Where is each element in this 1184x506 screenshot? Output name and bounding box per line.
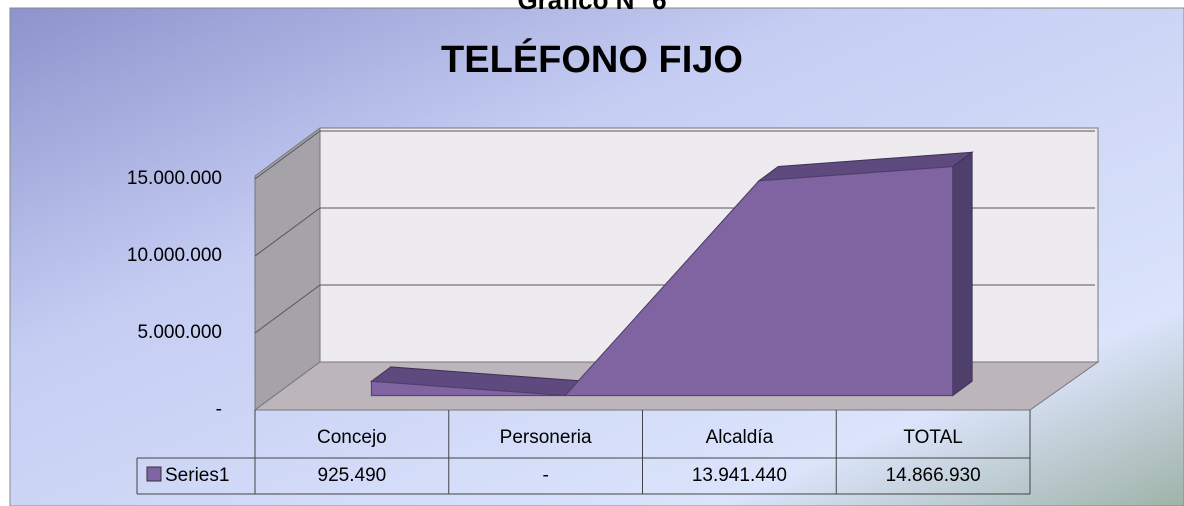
x-tick-label: Concejo (317, 427, 387, 448)
figure-caption: Gráfico N° 6 (517, 0, 666, 15)
y-tick-label: - (216, 399, 222, 420)
x-tick-label: Alcaldía (706, 427, 774, 448)
y-tick-label: 15.000.000 (127, 168, 222, 189)
y-tick-label: 5.000.000 (137, 322, 222, 343)
area (370, 166, 954, 397)
x-tick-label: TOTAL (903, 427, 962, 448)
x-tick-label: Personeria (500, 427, 592, 448)
grid-line (254, 284, 321, 334)
grid-line (254, 207, 321, 257)
area-side (952, 151, 973, 397)
table-value: 14.866.930 (886, 465, 981, 486)
legend-label: Series1 (165, 465, 229, 486)
table-value: 925.490 (318, 465, 387, 486)
grid-line (254, 130, 321, 180)
y-tick-label: 10.000.000 (127, 245, 222, 266)
side-wall (254, 127, 321, 411)
legend-key (146, 466, 162, 482)
table-value: - (542, 465, 548, 486)
chart-title: TELÉFONO FIJO (441, 37, 743, 81)
table-value: 13.941.440 (692, 465, 787, 486)
